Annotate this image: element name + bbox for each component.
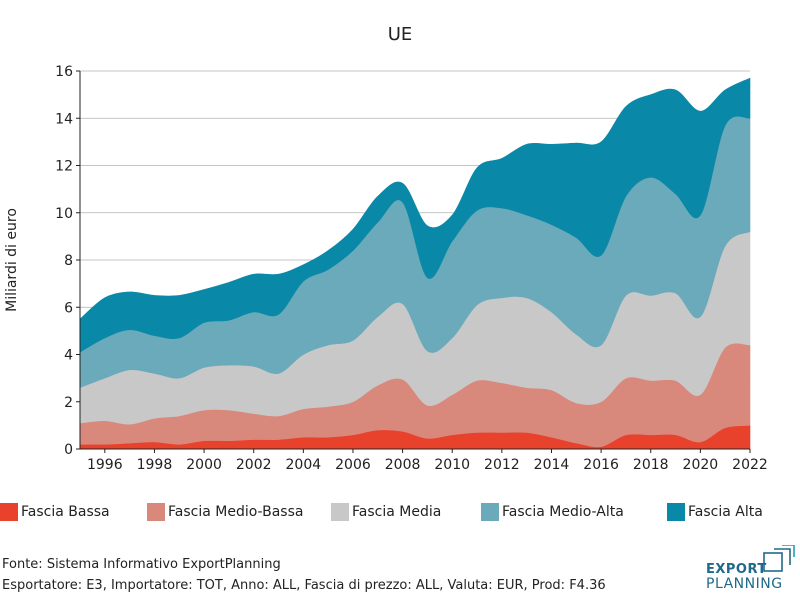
legend-item: Fascia Medio-Bassa xyxy=(147,503,303,521)
legend-swatch xyxy=(667,503,685,521)
x-tick-label: 2004 xyxy=(286,457,322,473)
chart-title: UE xyxy=(388,24,413,45)
exportplanning-logo: EXPORT PLANNING xyxy=(704,545,796,595)
x-tick-label: 2010 xyxy=(434,457,470,473)
source-line: Fonte: Sistema Informativo ExportPlannin… xyxy=(2,557,281,572)
legend-label: Fascia Medio-Alta xyxy=(502,504,624,520)
area-fascia-alta xyxy=(79,77,751,353)
legend-label: Fascia Bassa xyxy=(21,504,110,520)
x-tick-label: 2008 xyxy=(385,457,421,473)
x-tick-label: 2012 xyxy=(484,457,520,473)
x-tick-label: 2000 xyxy=(186,457,222,473)
y-tick-label: 14 xyxy=(55,111,73,127)
x-tick-label: 2014 xyxy=(534,457,570,473)
x-tick-label: 1998 xyxy=(137,457,173,473)
logo-mark-icon xyxy=(763,545,795,572)
x-tick-label: 2006 xyxy=(335,457,371,473)
legend-item: Fascia Media xyxy=(331,503,441,521)
y-tick-label: 0 xyxy=(64,442,73,458)
y-tick-label: 16 xyxy=(55,64,73,80)
x-tick-label: 2022 xyxy=(732,457,768,473)
y-tick-label: 12 xyxy=(55,159,73,175)
legend-swatch xyxy=(147,503,165,521)
x-tick-label: 2020 xyxy=(683,457,719,473)
legend: Fascia Bassa Fascia Medio-Bassa Fascia Med… xyxy=(0,503,800,527)
y-axis-label: Miliardi di euro xyxy=(4,208,20,312)
filter-line: Esportatore: E3, Importatore: TOT, Anno:… xyxy=(2,578,606,593)
x-tick-label: 2018 xyxy=(633,457,669,473)
legend-swatch xyxy=(481,503,499,521)
y-tick-label: 10 xyxy=(55,206,73,222)
legend-swatch xyxy=(0,503,18,521)
legend-label: Fascia Media xyxy=(352,504,442,520)
axes: 0 2 4 6 8 10 12 14 16 1996 1998 2000 2002 2004 2006 200… xyxy=(55,64,768,473)
x-tick-label: 1996 xyxy=(87,457,123,473)
logo-text-planning: PLANNING xyxy=(706,576,783,592)
legend-swatch xyxy=(331,503,349,521)
legend-item: Fascia Bassa xyxy=(0,503,110,521)
legend-label: Fascia Alta xyxy=(688,504,763,520)
y-tick-label: 4 xyxy=(64,348,73,364)
legend-item: Fascia Medio-Alta xyxy=(481,503,624,521)
y-tick-label: 2 xyxy=(64,395,73,411)
stacked-area-chart: UE Miliardi di euro 0 2 4 6 8 10 12 14 16 1996 199… xyxy=(4,24,768,473)
legend-label: Fascia Medio-Bassa xyxy=(168,504,304,520)
x-tick-label: 2016 xyxy=(583,457,619,473)
y-tick-label: 8 xyxy=(64,253,73,269)
area-series-group xyxy=(79,77,751,450)
y-tick-label: 6 xyxy=(64,300,73,316)
logo-text-export: EXPORT xyxy=(706,562,767,577)
x-tick-label: 2002 xyxy=(236,457,272,473)
legend-item: Fascia Alta xyxy=(667,503,763,521)
